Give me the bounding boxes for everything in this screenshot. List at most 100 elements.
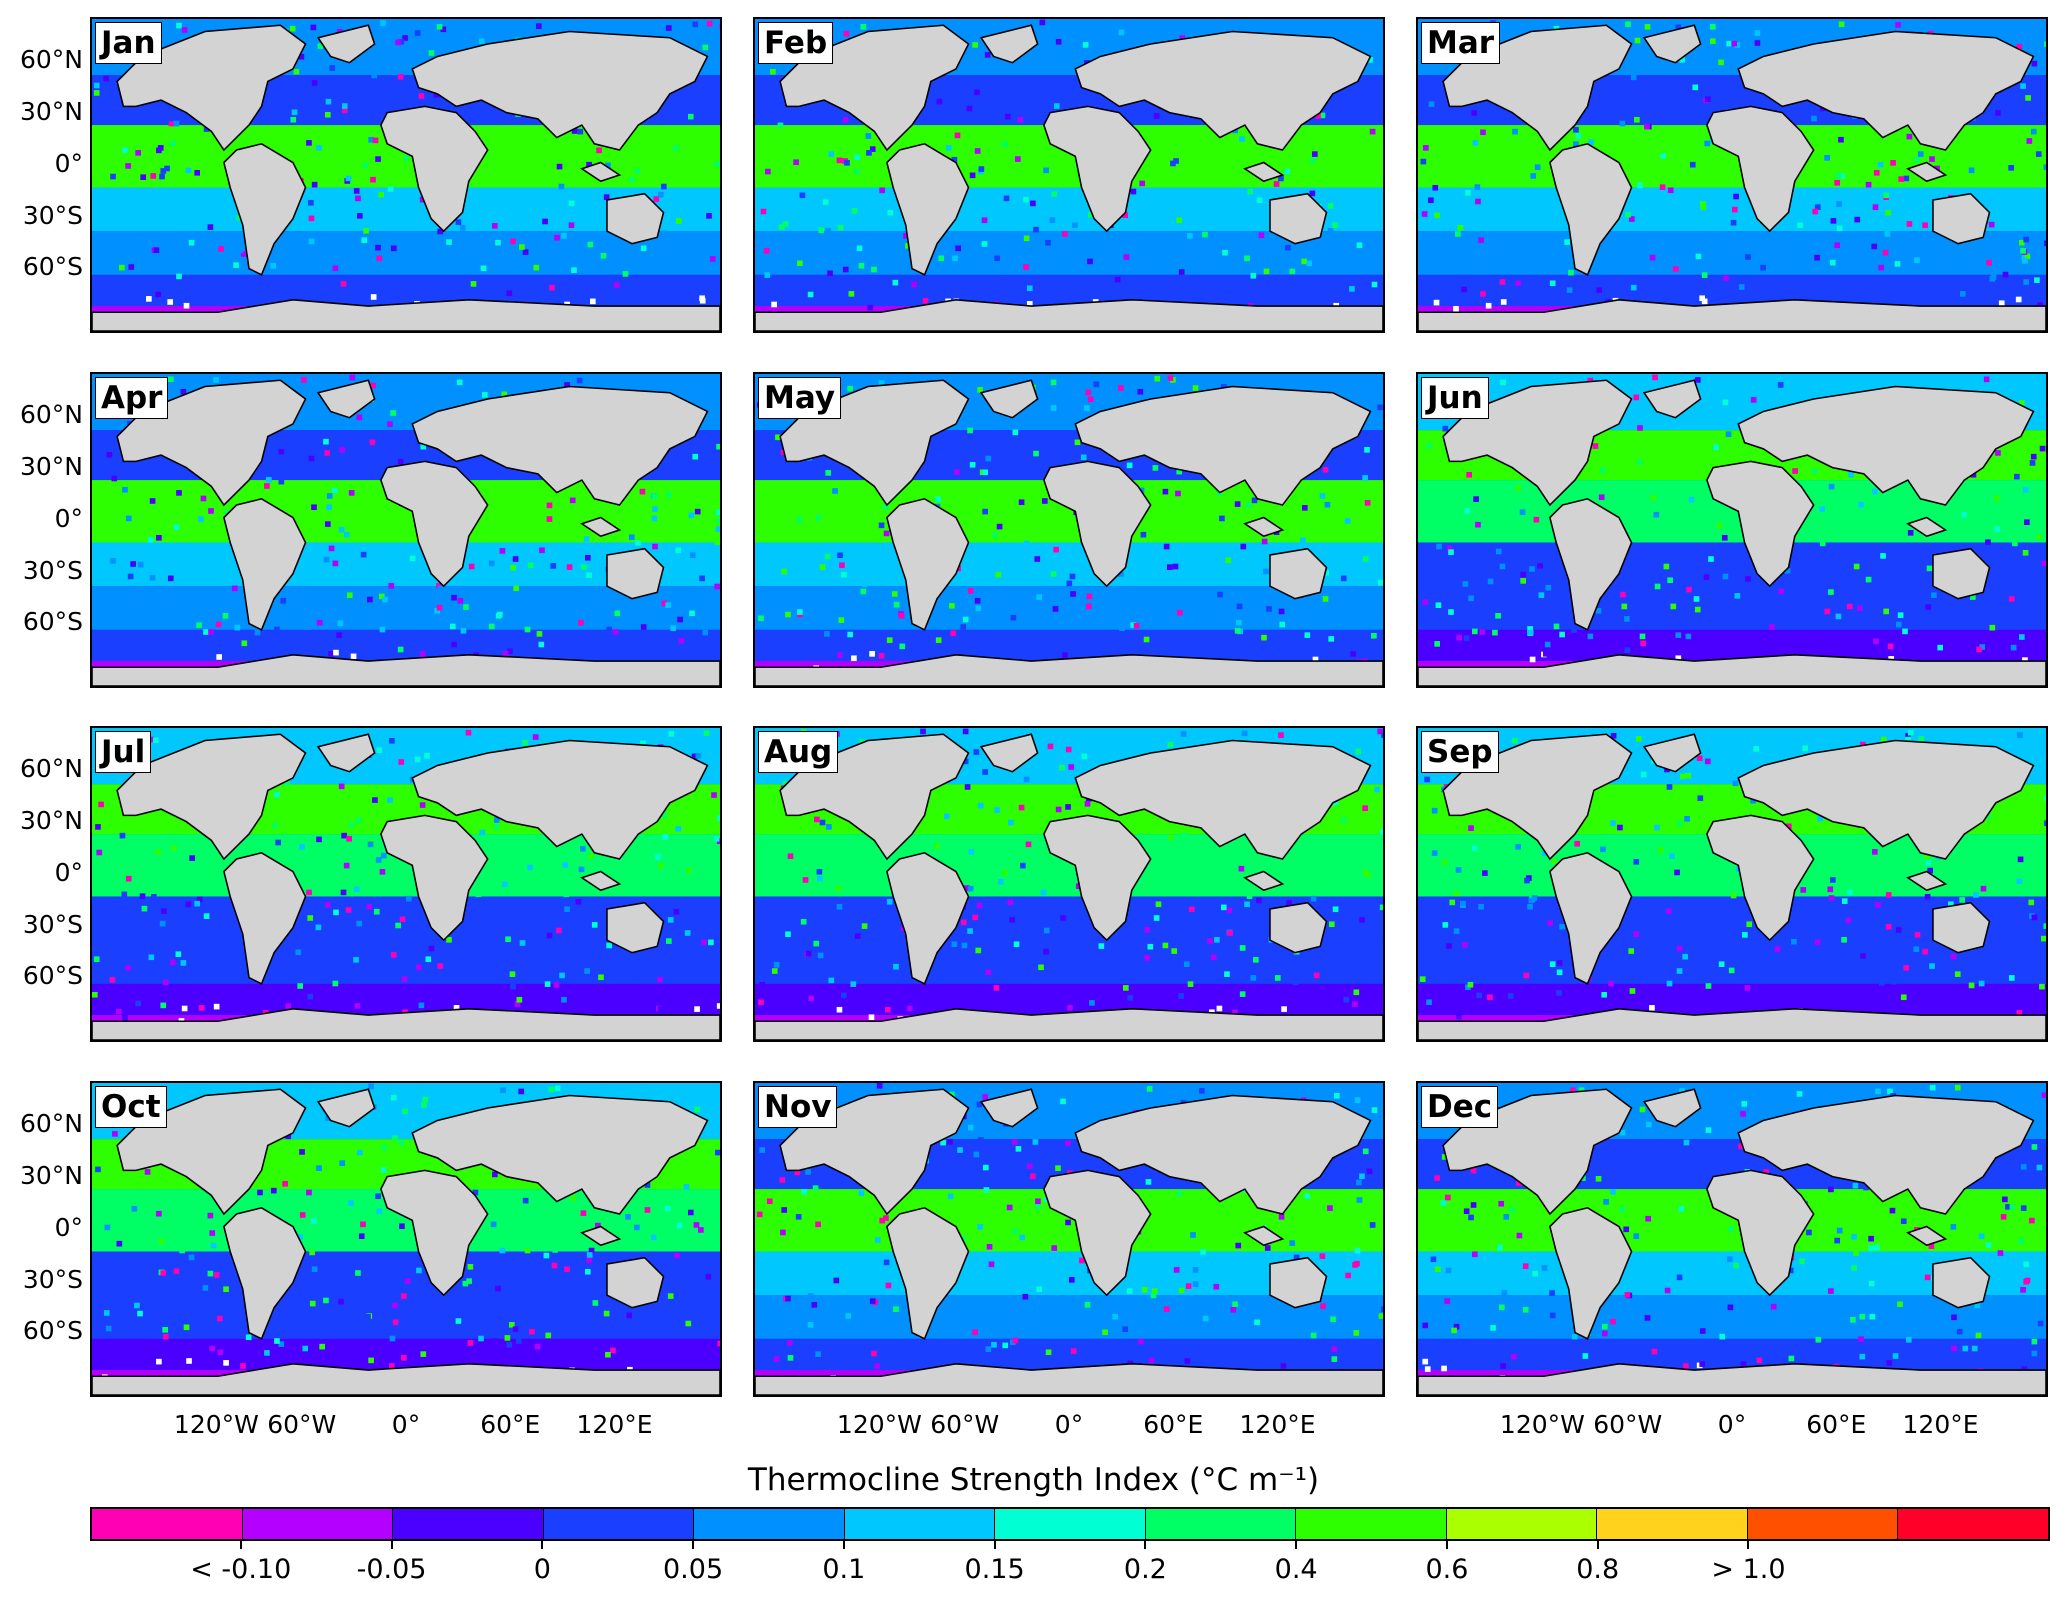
lat-tick-label: 60°S <box>22 1315 83 1345</box>
colorbar-segment <box>1898 1509 2048 1539</box>
ocean-field <box>1418 19 2046 331</box>
lon-tick-label: 120°E <box>1239 1410 1316 1439</box>
colorbar-segment <box>393 1509 544 1539</box>
colorbar-segment <box>1296 1509 1447 1539</box>
colorbar-tick-label: < -0.10 <box>190 1554 292 1585</box>
lon-tick-label: 0° <box>1717 1410 1747 1439</box>
lon-tick-label: 120°W <box>173 1410 259 1439</box>
map-panel-jul: Jul <box>90 726 722 1042</box>
map-panel-dec: Dec <box>1416 1081 2048 1397</box>
colorbar-segment <box>1597 1509 1748 1539</box>
lat-tick-label: 30°S <box>22 910 83 940</box>
lon-tick-label: 120°W <box>1499 1410 1585 1439</box>
lat-tick-label: 30°N <box>19 451 83 481</box>
colorbar-tick <box>993 1541 996 1549</box>
colorbar-tick <box>1144 1541 1147 1549</box>
colorbar-tick <box>1747 1541 1750 1549</box>
colorbar-tick <box>239 1541 242 1549</box>
lat-tick-label: 60°N <box>19 1108 83 1138</box>
map-panel-sep: Sep <box>1416 726 2048 1042</box>
month-label: Dec <box>1421 1086 1499 1128</box>
colorbar-tick-label: 0.05 <box>663 1554 724 1585</box>
colorbar-segment <box>844 1509 996 1539</box>
colorbar <box>90 1507 2050 1541</box>
lat-tick-label: 0° <box>54 857 83 887</box>
colorbar-tick-label: > 1.0 <box>1711 1554 1786 1585</box>
lat-tick-label: 30°N <box>19 805 83 835</box>
lon-tick-label: 60°W <box>1593 1410 1663 1439</box>
colorbar-segment <box>1747 1509 1899 1539</box>
ocean-field <box>92 728 720 1040</box>
map-panel-oct: Oct <box>90 1081 722 1397</box>
month-label: Oct <box>95 1086 167 1128</box>
lat-tick-label: 0° <box>54 503 83 533</box>
month-label: May <box>758 377 842 419</box>
lat-tick-label: 60°N <box>19 753 83 783</box>
ocean-field <box>755 374 1383 686</box>
colorbar-tick <box>1445 1541 1448 1549</box>
lat-tick-label: 30°N <box>19 1160 83 1190</box>
colorbar-segment <box>694 1509 845 1539</box>
lon-tick-label: 120°E <box>1902 1410 1979 1439</box>
month-label: Jul <box>95 731 152 773</box>
ocean-field <box>92 19 720 331</box>
lon-tick-label: 60°W <box>267 1410 337 1439</box>
month-label: Jan <box>95 22 162 64</box>
lat-tick-label: 60°S <box>22 960 83 990</box>
month-label: Feb <box>758 22 834 64</box>
ocean-field <box>92 1083 720 1395</box>
colorbar-tick <box>842 1541 845 1549</box>
month-label: Apr <box>95 377 169 419</box>
colorbar-tick-label: 0 <box>533 1554 551 1585</box>
map-panel-nov: Nov <box>753 1081 1385 1397</box>
month-label: Aug <box>758 731 839 773</box>
colorbar-segment <box>1145 1509 1297 1539</box>
map-panel-aug: Aug <box>753 726 1385 1042</box>
colorbar-segment <box>995 1509 1146 1539</box>
month-label: Jun <box>1421 377 1489 419</box>
lon-tick-label: 120°W <box>836 1410 922 1439</box>
colorbar-tick <box>1596 1541 1599 1549</box>
month-label: Nov <box>758 1086 838 1128</box>
ocean-field <box>1418 728 2046 1040</box>
map-panel-apr: Apr <box>90 372 722 688</box>
colorbar-segment <box>242 1509 394 1539</box>
colorbar-tick-label: 0.1 <box>822 1554 866 1585</box>
colorbar-tick <box>692 1541 695 1549</box>
colorbar-tick <box>390 1541 393 1549</box>
map-panel-feb: Feb <box>753 17 1385 333</box>
colorbar-title: Thermocline Strength Index (°C m⁻¹) <box>747 1462 1320 1498</box>
map-panel-may: May <box>753 372 1385 688</box>
ocean-field <box>755 19 1383 331</box>
colorbar-tick <box>541 1541 544 1549</box>
lat-tick-label: 60°N <box>19 44 83 74</box>
lat-tick-label: 0° <box>54 148 83 178</box>
colorbar-tick-label: 0.4 <box>1274 1554 1318 1585</box>
lon-tick-label: 60°W <box>930 1410 1000 1439</box>
lat-tick-label: 30°S <box>22 201 83 231</box>
colorbar-segment <box>1446 1509 1598 1539</box>
lat-tick-label: 30°S <box>22 556 83 586</box>
ocean-field <box>755 728 1383 1040</box>
map-panel-mar: Mar <box>1416 17 2048 333</box>
lat-tick-label: 30°S <box>22 1265 83 1295</box>
lat-tick-label: 60°S <box>22 606 83 636</box>
colorbar-tick-label: 0.15 <box>964 1554 1025 1585</box>
lon-tick-label: 60°E <box>480 1410 541 1439</box>
ocean-field <box>1418 1083 2046 1395</box>
lon-tick-label: 60°E <box>1143 1410 1204 1439</box>
colorbar-segment <box>543 1509 695 1539</box>
lat-tick-label: 60°N <box>19 399 83 429</box>
colorbar-tick-label: 0.2 <box>1123 1554 1167 1585</box>
month-label: Mar <box>1421 22 1501 64</box>
colorbar-tick-label: -0.05 <box>356 1554 427 1585</box>
lat-tick-label: 30°N <box>19 96 83 126</box>
month-label: Sep <box>1421 731 1499 773</box>
lat-tick-label: 0° <box>54 1212 83 1242</box>
lat-tick-label: 60°S <box>22 251 83 281</box>
map-panel-jun: Jun <box>1416 372 2048 688</box>
lon-tick-label: 0° <box>1054 1410 1084 1439</box>
ocean-field <box>92 374 720 686</box>
ocean-field <box>1418 374 2046 686</box>
colorbar-tick-label: 0.8 <box>1576 1554 1620 1585</box>
